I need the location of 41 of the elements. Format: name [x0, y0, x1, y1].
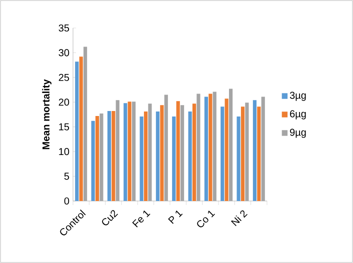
- bar: [91, 120, 95, 201]
- y-axis-title: Mean mortality: [42, 79, 52, 150]
- bar: [257, 106, 261, 201]
- y-tick-label: 35: [58, 24, 70, 32]
- legend-label: 9µg: [290, 128, 306, 138]
- bar: [192, 104, 196, 201]
- bar: [224, 98, 228, 201]
- y-tick-label: 10: [59, 148, 70, 156]
- bar: [75, 62, 79, 201]
- y-tick-label: 25: [58, 74, 70, 81]
- bar: [156, 112, 160, 201]
- legend-label: 3µg: [290, 92, 306, 101]
- bar: [240, 106, 245, 201]
- y-tick-label: 15: [59, 123, 70, 130]
- y-tick-label: 0: [64, 197, 70, 205]
- y-tick-label: 20: [58, 98, 70, 106]
- bar: [95, 116, 100, 201]
- x-tick-label: Co 1: [197, 210, 216, 228]
- bar: [252, 100, 257, 201]
- bar: [236, 116, 240, 201]
- bar: [112, 111, 116, 201]
- bar: [124, 103, 128, 201]
- x-tick-label: Cu2: [102, 210, 118, 226]
- bar: [79, 56, 83, 201]
- bar: [204, 96, 208, 201]
- x-tick-label: Ni 2: [231, 210, 248, 226]
- bar: [176, 101, 180, 201]
- bar: [107, 111, 112, 201]
- legend-label: 6µg: [290, 110, 306, 120]
- y-tick-label: 30: [58, 49, 70, 56]
- x-tick-label: P 1: [168, 210, 183, 224]
- bar: [144, 112, 148, 201]
- bar: [172, 116, 176, 201]
- x-tick-label: Fe 1: [132, 210, 150, 228]
- bar: [188, 112, 192, 201]
- y-tick-label: 5: [64, 172, 70, 180]
- bar: [140, 116, 144, 201]
- bar: [220, 106, 224, 201]
- bar: [160, 105, 164, 201]
- bar: [208, 94, 212, 201]
- bar: [128, 102, 132, 201]
